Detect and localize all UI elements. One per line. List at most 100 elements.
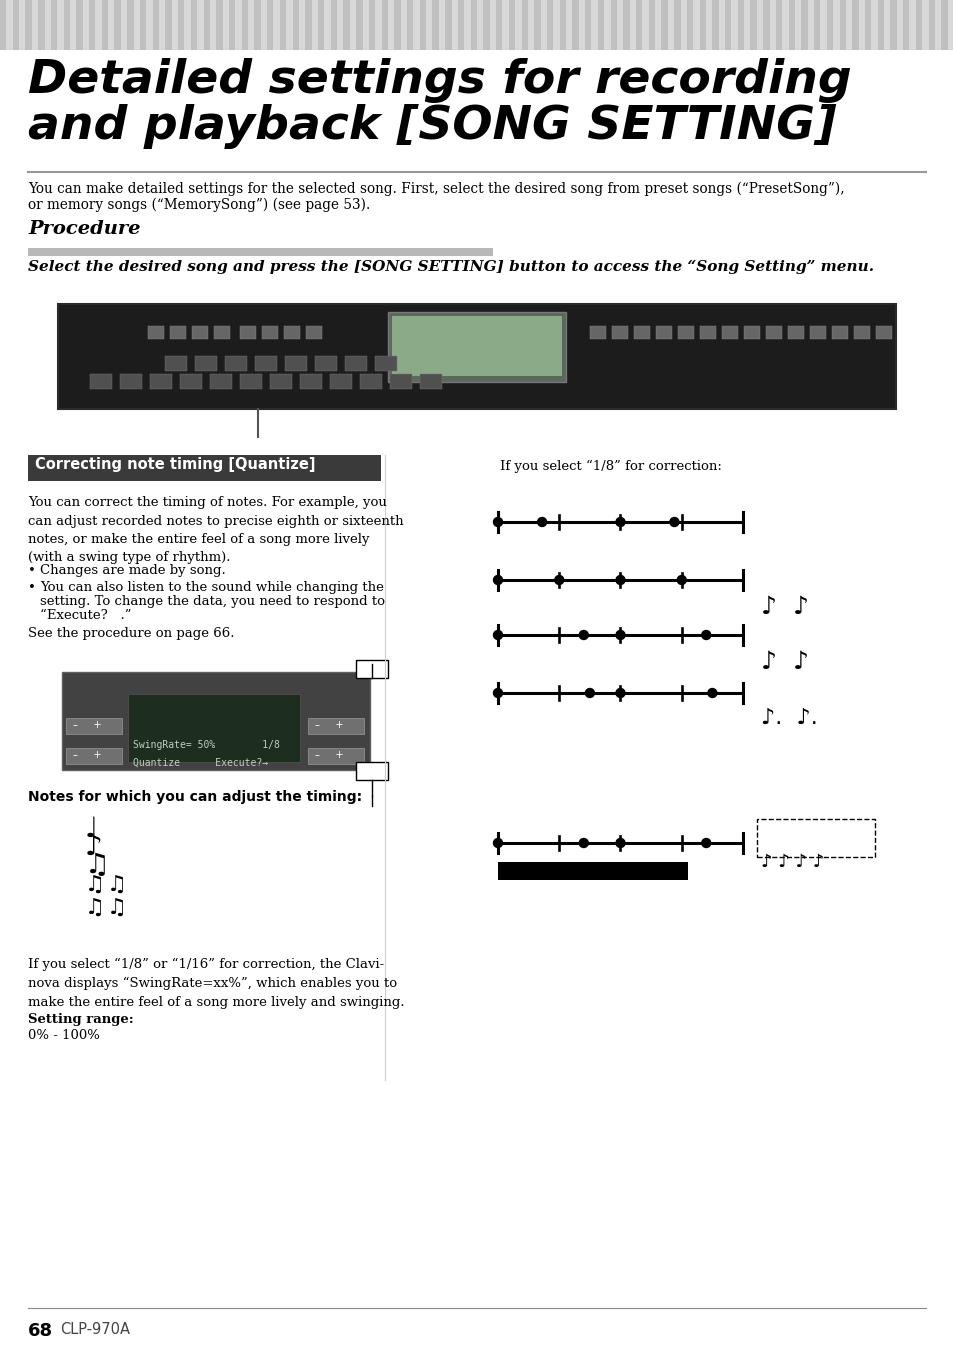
Bar [756,0,763,50]
Bar [801,0,807,50]
Circle shape [578,839,588,847]
Bar [330,374,352,389]
Bar [788,0,795,50]
Bar [133,0,140,50]
Circle shape [537,517,546,527]
Text: setting. To change the data, you need to respond to: setting. To change the data, you need to… [40,594,385,608]
Bar [508,0,516,50]
Bar [858,0,864,50]
Bar [298,0,306,50]
Text: ♫: ♫ [85,898,105,917]
Bar [598,0,604,50]
Bar [934,0,941,50]
Bar [210,374,232,389]
Bar [589,326,605,339]
Bar [521,0,528,50]
Text: Detailed settings for recording: Detailed settings for recording [28,58,851,103]
Bar [343,0,350,50]
Bar [165,357,187,372]
Bar [317,0,325,50]
Bar [102,0,109,50]
Text: •: • [28,563,36,577]
Bar [667,0,674,50]
Bar [655,0,661,50]
Bar [787,326,803,339]
Bar [355,762,388,780]
Bar [721,326,738,339]
Bar [95,0,102,50]
Bar [210,0,216,50]
Bar [279,0,287,50]
Bar [546,0,554,50]
Bar [308,717,364,734]
Bar [660,0,668,50]
Bar [464,0,471,50]
Bar [413,0,420,50]
Bar [497,862,687,880]
Circle shape [493,631,502,639]
Bar [656,326,671,339]
Circle shape [669,517,679,527]
Bar [57,0,64,50]
Bar [445,0,452,50]
Bar [286,0,293,50]
Bar [636,0,642,50]
Bar [89,0,96,50]
Bar [203,0,211,50]
Bar [483,0,490,50]
Bar [419,374,441,389]
Bar [241,0,249,50]
Text: If you select “1/8” or “1/16” for correction, the Clavi-
nova displays “SwingRat: If you select “1/8” or “1/16” for correc… [28,958,404,1009]
Text: ♪  ♪: ♪ ♪ [760,650,808,674]
Bar [184,0,192,50]
Text: Correcting note timing [Quantize]: Correcting note timing [Quantize] [35,457,315,471]
Text: “Execute?   .”: “Execute? .” [40,609,132,621]
Bar [180,374,202,389]
Bar [28,249,493,255]
Bar [540,0,547,50]
Circle shape [677,576,685,585]
Bar [388,312,565,382]
Bar [902,0,909,50]
Bar [362,0,369,50]
Bar [254,357,276,372]
Bar [194,357,216,372]
Bar [284,326,299,339]
Circle shape [707,689,716,697]
Circle shape [701,839,710,847]
Circle shape [616,689,624,697]
Text: ♪  ♪: ♪ ♪ [760,594,808,619]
Circle shape [493,517,502,527]
Bar [941,0,947,50]
Bar [191,0,197,50]
Text: and playback [SONG SETTING]: and playback [SONG SETTING] [28,104,836,149]
Bar [350,0,356,50]
Bar [794,0,801,50]
Bar [832,0,840,50]
Bar [678,326,693,339]
Bar [712,0,719,50]
Bar [127,0,134,50]
Bar [565,0,573,50]
Bar [108,0,115,50]
Bar [240,374,262,389]
Bar [686,0,693,50]
Bar [293,0,299,50]
Bar [62,671,370,770]
Circle shape [554,576,563,585]
Bar [438,0,445,50]
Bar [66,717,122,734]
Bar [853,326,869,339]
Circle shape [493,839,502,847]
Bar [769,0,776,50]
Bar [875,326,891,339]
Bar [170,326,186,339]
Bar [19,0,26,50]
Bar [813,0,821,50]
Bar [267,0,274,50]
Text: Notes for which you can adjust the timing:: Notes for which you can adjust the timin… [28,790,362,804]
Text: ♩: ♩ [85,815,98,843]
Text: ♫: ♫ [85,875,105,894]
Text: You can also listen to the sound while changing the: You can also listen to the sound while c… [40,581,383,594]
Bar [489,0,497,50]
